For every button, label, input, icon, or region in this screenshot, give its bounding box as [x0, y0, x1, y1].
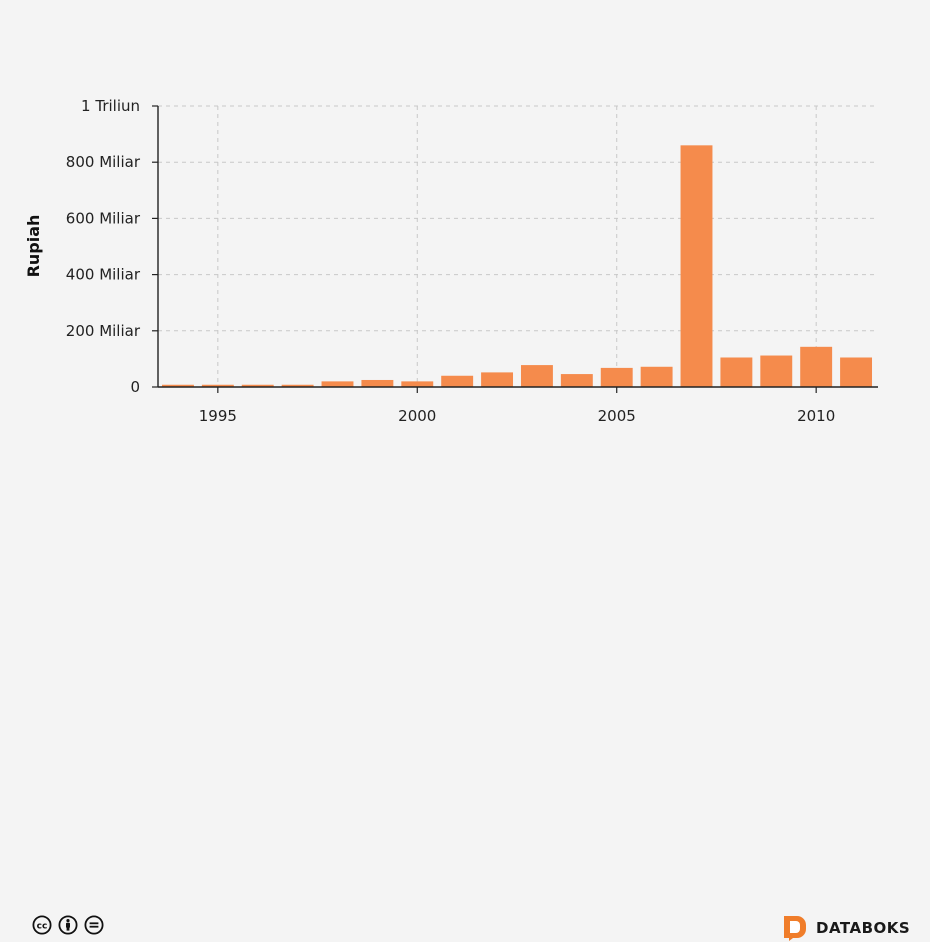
bar-2002 — [481, 372, 514, 387]
y-tick-label: 200 Miliar — [66, 322, 141, 340]
bar-1998 — [321, 381, 354, 387]
y-tick-label: 800 Miliar — [66, 153, 141, 171]
databoks-logo[interactable]: DATABOKS — [782, 914, 910, 942]
bars — [161, 145, 873, 387]
databoks-logo-icon — [784, 916, 806, 941]
y-axis-title: Rupiah — [24, 215, 43, 278]
bar-2010 — [800, 346, 833, 387]
bar-1996 — [241, 384, 274, 387]
nd-icon[interactable] — [84, 915, 104, 935]
svg-text:cc: cc — [37, 922, 48, 932]
bar-2003 — [520, 365, 553, 387]
y-tick-label: 1 Triliun — [81, 97, 140, 115]
bar-1999 — [361, 379, 394, 387]
brand-name: DATABOKS — [816, 919, 911, 937]
bar-2009 — [760, 355, 793, 387]
x-tick-label: 2010 — [797, 407, 835, 425]
bar-1994 — [161, 384, 194, 387]
bar-2000 — [401, 381, 434, 387]
y-axis-ticks: 0 200 Miliar 400 Miliar 600 Miliar 800 Milia… — [66, 97, 158, 396]
bar-2011 — [840, 357, 873, 387]
license-icons: cc — [32, 915, 104, 935]
by-icon[interactable] — [58, 915, 78, 935]
bar-1997 — [281, 384, 314, 387]
y-tick-label: 0 — [130, 378, 140, 396]
bar-2007 — [680, 145, 713, 387]
y-tick-label: 400 Miliar — [66, 266, 141, 284]
bar-chart: 0 200 Miliar 400 Miliar 600 Miliar 800 Milia… — [24, 97, 878, 425]
x-tick-label: 2005 — [598, 407, 636, 425]
bar-1995 — [201, 384, 234, 387]
y-tick-label: 600 Miliar — [66, 209, 141, 227]
bar-2005 — [600, 367, 633, 387]
axes — [157, 106, 878, 388]
x-tick-label: 1995 — [199, 407, 237, 425]
bar-2006 — [640, 366, 673, 387]
cc-icon[interactable]: cc — [32, 915, 52, 935]
bar-2008 — [720, 357, 753, 387]
x-tick-label: 2000 — [398, 407, 436, 425]
footer: cc DATABOKS — [0, 442, 930, 941]
bar-2004 — [560, 374, 593, 387]
x-axis-ticks: 1995 2000 2005 2010 — [199, 387, 835, 425]
bar-2001 — [441, 375, 474, 387]
grid-lines — [158, 105, 876, 387]
